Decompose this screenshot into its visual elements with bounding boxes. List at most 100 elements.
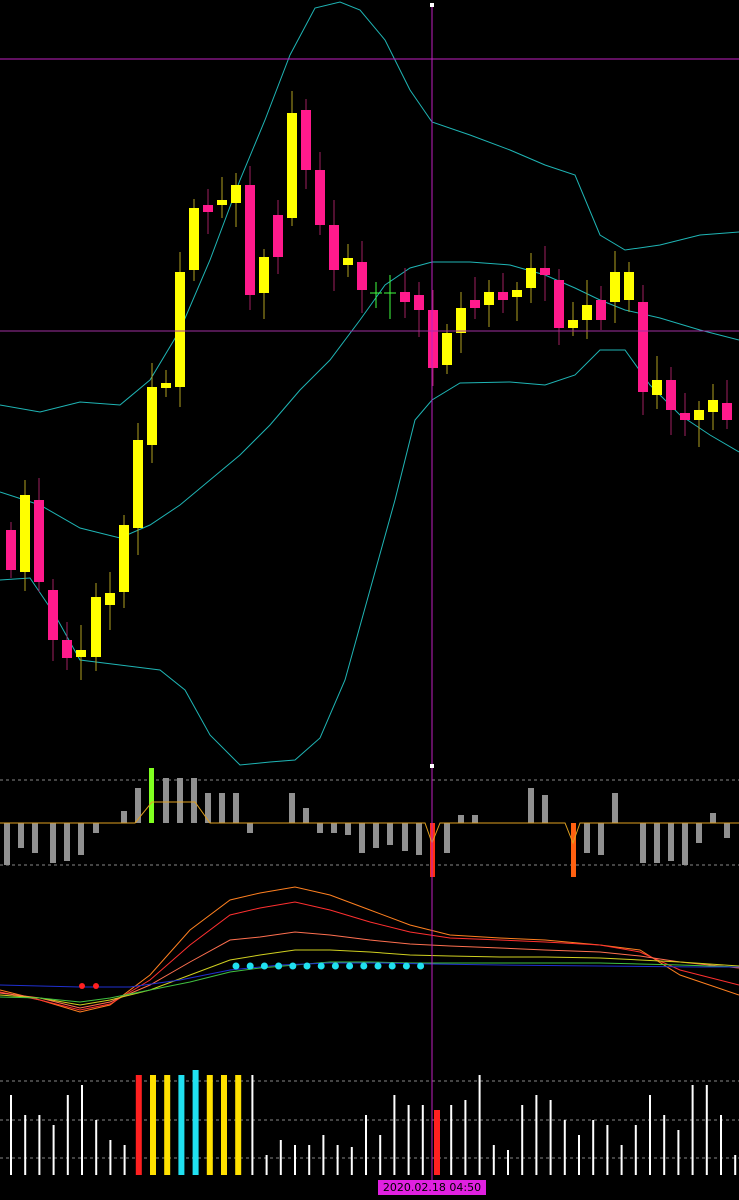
osc-bar	[668, 823, 674, 861]
osc-bar	[50, 823, 56, 863]
osc-bar	[78, 823, 84, 855]
volume-bar	[178, 1075, 185, 1175]
candle-body	[554, 280, 564, 328]
volume-bar	[720, 1115, 722, 1175]
candle-body	[428, 310, 438, 368]
osc-bar	[32, 823, 38, 853]
volume-bar	[705, 1085, 708, 1175]
osc-bar	[571, 823, 576, 877]
signal-dot	[232, 962, 240, 970]
candle-body	[287, 113, 297, 218]
cursor-label: 2020.02.18 04:50	[383, 1181, 481, 1194]
volume-bar	[265, 1155, 268, 1175]
cursor-label-box	[378, 1180, 486, 1195]
candle-body	[484, 292, 494, 305]
volume-bar	[677, 1130, 680, 1175]
candle-body	[273, 215, 283, 257]
candle-body	[48, 590, 58, 640]
volume-bar	[535, 1095, 538, 1175]
candle-body	[638, 302, 648, 392]
cursor-handle	[430, 3, 434, 7]
signal-dot	[289, 962, 297, 970]
signal-dot	[360, 962, 368, 970]
osc-bar	[416, 823, 422, 855]
candle-body	[694, 410, 704, 420]
osc-bar	[149, 768, 154, 823]
candle-body	[680, 413, 690, 420]
candle-body	[343, 258, 353, 265]
osc-bar	[18, 823, 24, 848]
volume-bar	[421, 1105, 424, 1175]
osc-bar	[121, 811, 127, 823]
volume-bar	[294, 1145, 296, 1175]
candle-body	[526, 268, 536, 288]
lower-band	[0, 349, 739, 766]
cursor-handle	[430, 764, 434, 768]
signal-dot	[417, 962, 425, 970]
volume-bar	[365, 1115, 367, 1175]
signal-dot	[317, 962, 325, 970]
candle-body	[652, 380, 662, 395]
volume-bar	[135, 1075, 142, 1175]
candle-body	[315, 170, 325, 225]
volume-bar	[123, 1145, 126, 1175]
candle-body	[400, 292, 410, 302]
candle-body	[582, 305, 592, 320]
osc-bar	[219, 793, 225, 823]
osc-bar	[331, 823, 337, 833]
candle-body	[624, 272, 634, 300]
candle-body	[722, 403, 732, 420]
candle-body	[596, 300, 606, 320]
osc-bar	[387, 823, 393, 845]
osc-bar	[317, 823, 323, 833]
volume-bar	[521, 1105, 524, 1175]
candle-body	[231, 185, 241, 203]
osc-bar	[64, 823, 70, 861]
osc-bar	[584, 823, 590, 853]
volume-bar	[24, 1115, 27, 1175]
osc-bar	[598, 823, 604, 855]
osc-bar	[542, 795, 548, 823]
osc-bar	[710, 813, 716, 823]
candle-body	[442, 333, 452, 365]
volume-bar	[691, 1085, 694, 1175]
volume-bar	[606, 1125, 609, 1175]
osc-bar	[163, 778, 169, 823]
osc-bar	[205, 793, 211, 823]
candle-body	[6, 530, 16, 570]
candle-body	[540, 268, 550, 275]
volume-bar	[192, 1070, 199, 1175]
signal-dot	[331, 962, 339, 970]
candle-body	[414, 295, 424, 310]
volume-bar	[634, 1125, 637, 1175]
volume-bar	[336, 1145, 339, 1175]
candle-body	[456, 308, 466, 333]
signal-dots	[232, 962, 425, 970]
volume-bar	[578, 1135, 580, 1175]
osc-bar	[612, 793, 618, 823]
osc-bar	[682, 823, 688, 865]
upper-band	[0, 1, 739, 413]
volume-bar	[492, 1145, 495, 1175]
volume-bar	[38, 1115, 41, 1175]
candle-body	[34, 500, 44, 582]
candle-body	[76, 650, 86, 657]
candle-body	[133, 440, 143, 528]
candle-body	[203, 205, 213, 212]
candle-body	[568, 320, 578, 328]
volume-bar	[450, 1105, 453, 1175]
candle-body	[189, 208, 199, 270]
candle-body	[301, 110, 311, 170]
volume-bar	[164, 1075, 171, 1175]
osc-bar	[640, 823, 646, 863]
candle-body	[119, 525, 129, 592]
oscillator-line	[0, 801, 739, 845]
volume-bar	[95, 1120, 98, 1175]
volume-bar	[592, 1120, 595, 1175]
volume-bar	[563, 1120, 566, 1175]
signal-dot	[303, 962, 311, 970]
signal-dot	[275, 962, 283, 970]
